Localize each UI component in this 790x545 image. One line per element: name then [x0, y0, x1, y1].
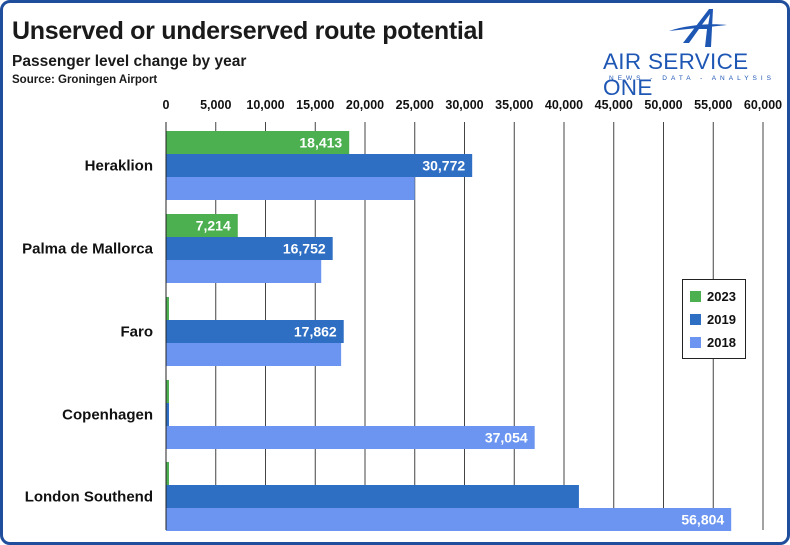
bar-2018 — [166, 260, 322, 283]
bar-2023 — [166, 131, 350, 154]
bar-2023 — [166, 214, 238, 237]
x-tick-label: 0 — [163, 98, 170, 112]
data-label: 56,804 — [681, 512, 724, 528]
legend-swatch — [690, 313, 701, 325]
x-tick-label: 5,000 — [200, 98, 231, 112]
data-label: 17,862 — [294, 324, 337, 340]
bar-2018 — [166, 508, 732, 531]
category-label: Palma de Mallorca — [22, 241, 154, 258]
bar-2023 — [166, 380, 169, 403]
data-label: 37,054 — [485, 430, 528, 446]
x-tick-label: 50,000 — [644, 98, 682, 112]
chart-title: Unserved or underserved route potential — [12, 17, 484, 45]
x-tick-label: 45,000 — [595, 98, 633, 112]
bar-2019 — [166, 320, 344, 343]
category-label: Copenhagen — [62, 407, 153, 424]
bar-2023 — [166, 462, 169, 485]
x-tick-label: 20,000 — [346, 98, 384, 112]
airplane-logo-icon — [669, 9, 727, 47]
chart-source: Source: Groningen Airport — [12, 74, 158, 86]
category-label: London Southend — [25, 489, 153, 506]
legend-swatch — [690, 336, 701, 348]
bar-chart: 0 5,000 10,000 15,000 20,000 25,000 30,000 35,0… — [22, 98, 782, 531]
data-label: 30,772 — [422, 158, 465, 174]
x-tick-label: 60,000 — [744, 98, 782, 112]
brand-tagline: NEWS - DATA - ANALYSIS — [609, 75, 776, 82]
legend-item-2018: 2018 — [690, 334, 736, 350]
legend-swatch — [690, 290, 701, 302]
x-tick-label: 30,000 — [445, 98, 483, 112]
category-label: Heraklion — [85, 158, 153, 175]
bar-2023 — [166, 297, 169, 320]
legend-label: 2019 — [707, 311, 736, 327]
x-tick-label: 35,000 — [495, 98, 533, 112]
data-label: 18,413 — [299, 135, 342, 151]
legend-label: 2018 — [707, 334, 736, 350]
legend-item-2023: 2023 — [690, 288, 736, 304]
legend: 2023 2019 2018 — [682, 279, 746, 359]
data-label: 16,752 — [283, 241, 326, 257]
bar-2019 — [166, 154, 473, 177]
data-label: 7,214 — [196, 218, 231, 234]
bar-2019 — [166, 485, 579, 508]
legend-label: 2023 — [707, 288, 736, 304]
x-tick-label: 15,000 — [296, 98, 334, 112]
x-tick-label: 25,000 — [396, 98, 434, 112]
x-tick-label: 40,000 — [545, 98, 583, 112]
bar-2019 — [166, 237, 333, 260]
category-label: Faro — [120, 324, 153, 341]
legend-item-2019: 2019 — [690, 311, 736, 327]
x-tick-label: 55,000 — [694, 98, 732, 112]
bar-2018 — [166, 343, 342, 366]
brand-name: AIR SERVICE ONE — [603, 49, 749, 100]
bar-2018 — [166, 177, 415, 200]
bar-2018 — [166, 426, 535, 449]
chart-subtitle: Passenger level change by year — [12, 53, 247, 70]
bar-2019 — [166, 403, 169, 426]
x-tick-label: 10,000 — [246, 98, 284, 112]
